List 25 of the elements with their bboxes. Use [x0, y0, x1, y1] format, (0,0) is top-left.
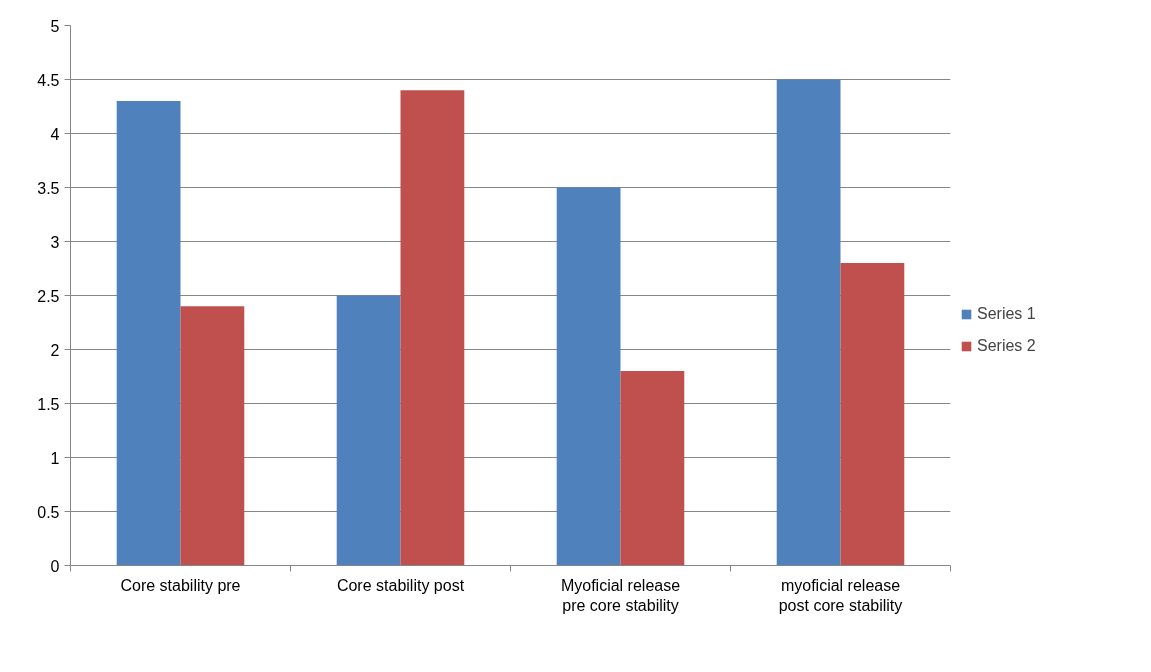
bar [180, 306, 245, 566]
y-tick-label: 5 [50, 17, 60, 35]
x-tick-label: Core stability post [336, 576, 465, 594]
bar [400, 90, 465, 566]
y-tick-label: 2.5 [37, 287, 60, 305]
legend-label: Series 1 [977, 305, 1036, 323]
bar [620, 371, 685, 566]
y-tick-label: 0.5 [37, 503, 60, 521]
bar [116, 101, 181, 566]
y-tick-label: 3.5 [37, 179, 60, 197]
y-tick-label: 4.5 [37, 71, 60, 89]
bar [336, 295, 401, 566]
y-tick-label: 1 [50, 449, 60, 467]
x-tick-label: Myoficial release pre core stability [560, 576, 681, 614]
bar [840, 263, 905, 566]
legend-label: Series 2 [977, 337, 1036, 355]
bar [776, 79, 841, 566]
bar [556, 187, 621, 566]
y-tick-label: 4 [50, 125, 60, 143]
y-tick-label: 1.5 [37, 395, 60, 413]
y-tick-label: 3 [50, 233, 60, 251]
x-tick-label: Core stability pre [120, 576, 241, 594]
x-tick-label: myoficial release post core stability [778, 576, 903, 614]
y-tick-label: 2 [50, 341, 60, 359]
y-tick-label: 0 [50, 557, 60, 575]
